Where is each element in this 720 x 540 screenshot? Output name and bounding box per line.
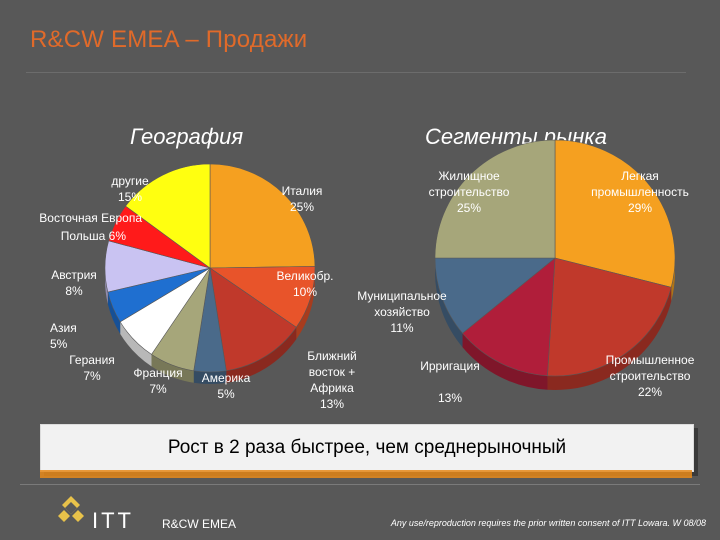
segments-slice-жилищное-строительство (434, 139, 556, 259)
slice-label-asia: Азия 5% (50, 321, 77, 351)
slice-label-eastern-europe: Восточная Европа (39, 211, 142, 225)
geography-side-ближний-восток-африка (226, 327, 297, 383)
slice-label-germany: Герания 7% (69, 353, 115, 383)
slice-label-middle-east-africa: Ближний восток + Африка 13% (307, 349, 357, 411)
slide-title: R&CW EMEA – Продажи (30, 26, 308, 53)
geography-side-америка (193, 370, 227, 384)
segments-side-промышленное-строительство (547, 287, 672, 390)
footer-division-name: R&CW EMEA (162, 517, 237, 531)
slice-label-municipal: Муниципальное хозяйство 11% (357, 289, 447, 335)
slice-label-poland: Польша 6% (60, 229, 126, 243)
itt-logo-text: ITT (92, 508, 134, 533)
pie-charts-canvas (104, 139, 676, 390)
growth-banner: Рост в 2 раза быстрее, чем среднерыночны… (40, 424, 694, 472)
segments-slice-легкая-промышленность (554, 139, 676, 288)
geography-slice-другие (125, 163, 211, 269)
segments-side-муниципальное-хозяйство (435, 258, 463, 348)
title-divider (26, 72, 686, 73)
growth-banner-text: Рост в 2 раза быстрее, чем среднерыночны… (167, 437, 567, 458)
slice-label-others: другие 15% (111, 174, 149, 204)
slice-label-italy: Италия 25% (281, 184, 323, 214)
itt-logo-icon (58, 496, 84, 522)
geography-side-великобр- (296, 268, 315, 340)
slice-label-industrial-construction: Промышленное строительство 22% (605, 353, 695, 399)
slice-label-residential: Жилищное строительство 25% (428, 169, 510, 215)
banner-accent-stripe (40, 470, 692, 478)
footer-copyright-notice: Any use/reproduction requires the prior … (390, 518, 706, 528)
segments-side-ирригация (462, 333, 548, 390)
geography-chart-title: География (130, 124, 244, 149)
segments-pie (434, 139, 676, 390)
footer-divider (20, 484, 700, 485)
slice-label-light-industry: Легкая промышленность 29% (591, 169, 689, 215)
segments-slice-промышленное-строительство (547, 257, 672, 377)
geography-side-франция (151, 354, 194, 383)
geography-slice-италия (209, 163, 316, 269)
slice-label-america: Америка 5% (201, 371, 251, 401)
slice-label-france: Франция 7% (133, 366, 183, 396)
geography-slice-ближний-восток-африка (209, 267, 297, 372)
slice-label-uk: Великобр. 10% (276, 269, 334, 299)
slice-label-irrigation: Ирригация 13% (420, 359, 480, 405)
segments-slice-ирригация (462, 257, 556, 377)
segments-slice-муниципальное-хозяйство (434, 257, 556, 334)
geography-pie (104, 163, 316, 384)
slice-label-austria: Австрия 8% (51, 268, 97, 298)
